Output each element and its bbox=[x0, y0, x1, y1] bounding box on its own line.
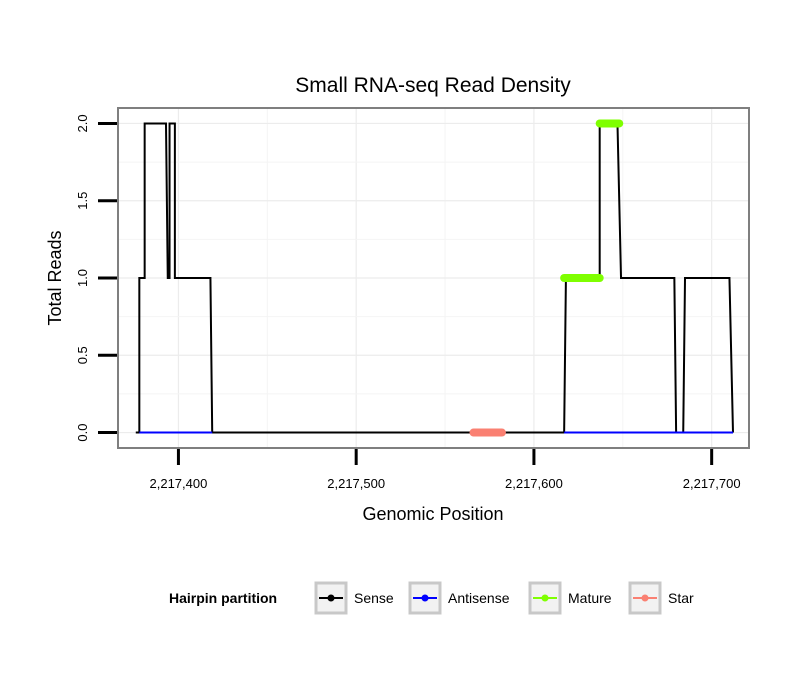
x-tick-label: 2,217,600 bbox=[505, 476, 563, 491]
legend-item-sense: Sense bbox=[314, 581, 394, 615]
legend-key-point bbox=[327, 594, 335, 602]
legend-item-star: Star bbox=[628, 581, 694, 615]
y-tick-label: 0.5 bbox=[75, 346, 90, 364]
y-axis-label: Total Reads bbox=[45, 230, 65, 325]
x-tick-label: 2,217,500 bbox=[327, 476, 385, 491]
legend-key-point bbox=[541, 594, 549, 602]
x-axis-label: Genomic Position bbox=[362, 504, 503, 524]
x-axis: 2,217,400 2,217,500 2,217,600 2,217,700 bbox=[150, 449, 741, 491]
y-tick-label: 2.0 bbox=[75, 114, 90, 132]
plot-panel-border bbox=[117, 107, 750, 449]
y-tick-label: 1.5 bbox=[75, 192, 90, 210]
y-tick-label: 0.0 bbox=[75, 424, 90, 442]
x-tick-label: 2,217,400 bbox=[150, 476, 208, 491]
x-tick-label: 2,217,700 bbox=[683, 476, 741, 491]
legend-item-antisense: Antisense bbox=[408, 581, 510, 615]
series-layer bbox=[135, 119, 734, 437]
legend-label: Antisense bbox=[448, 590, 510, 606]
legend-label: Sense bbox=[354, 590, 394, 606]
y-axis: 0.0 0.5 1.0 1.5 2.0 bbox=[75, 114, 117, 442]
chart-title: Small RNA-seq Read Density bbox=[295, 74, 571, 97]
legend-key-point bbox=[641, 594, 649, 602]
legend-label: Mature bbox=[568, 590, 612, 606]
y-tick-label: 1.0 bbox=[75, 269, 90, 287]
legend-title: Hairpin partition bbox=[169, 590, 277, 606]
legend-label: Star bbox=[668, 590, 694, 606]
legend-item-mature: Mature bbox=[528, 581, 612, 615]
legend-key-point bbox=[421, 594, 429, 602]
legend: Hairpin partition Sense Antisense Mature St… bbox=[169, 581, 694, 615]
